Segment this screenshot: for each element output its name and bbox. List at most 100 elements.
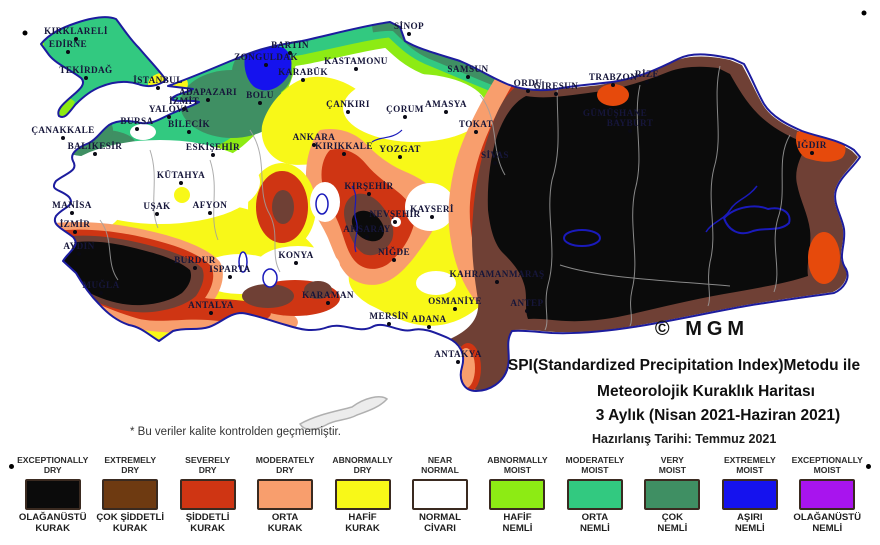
lake-beysehir bbox=[262, 268, 278, 288]
legend-label-en: ABNORMALLY DRY bbox=[332, 455, 393, 475]
city-dot bbox=[493, 161, 497, 165]
city-label: KAYSERİ bbox=[410, 204, 454, 214]
region-white-manisa bbox=[47, 177, 123, 233]
city-label: BİLECİK bbox=[168, 119, 211, 129]
city-label: MANİSA bbox=[52, 200, 92, 210]
city-label: İSTANBUL bbox=[133, 75, 183, 85]
city-label: ANTAKYA bbox=[434, 349, 482, 359]
corner-dot-topright bbox=[861, 10, 867, 16]
city-label: AMASYA bbox=[425, 99, 467, 109]
thrace-outline bbox=[40, 16, 167, 118]
city-dot bbox=[354, 67, 358, 71]
city-label: SİNOP bbox=[394, 21, 424, 31]
city-dot bbox=[258, 101, 262, 105]
city-dot bbox=[387, 322, 391, 326]
city-label: KIRKLARELİ bbox=[44, 26, 108, 36]
legend-item: MODERATELY DRY ORTA KURAK bbox=[246, 452, 323, 545]
legend-swatch bbox=[721, 479, 778, 510]
city-dot bbox=[613, 119, 617, 123]
city-label: UŞAK bbox=[143, 201, 171, 211]
city-dot bbox=[208, 211, 212, 215]
region-black-aksaray bbox=[351, 210, 385, 242]
legend-item: ABNORMALLY MOIST HAFİF NEMLİ bbox=[479, 452, 556, 545]
city-label: ANTEP bbox=[510, 298, 543, 308]
city-label: KONYA bbox=[278, 250, 313, 260]
city-dot bbox=[628, 129, 632, 133]
city-dot bbox=[495, 280, 499, 284]
city-dot bbox=[525, 309, 529, 313]
lake-egirdir bbox=[238, 251, 248, 273]
legend-label-tr: HAFİF KURAK bbox=[345, 512, 380, 535]
lake-van bbox=[722, 205, 791, 235]
city-label: GÜMÜŞHANE bbox=[583, 108, 647, 118]
city-dot bbox=[453, 307, 457, 311]
city-label: TRABZON bbox=[589, 72, 637, 82]
city-label: RİZE bbox=[635, 69, 659, 79]
legend-label-en: MODERATELY MOIST bbox=[565, 455, 625, 475]
legend: EXCEPTIONALLY DRY OLAĞANÜSTÜ KURAK EXTREME… bbox=[0, 452, 880, 545]
city-dot bbox=[526, 89, 530, 93]
city-dot bbox=[99, 291, 103, 295]
legend-swatch bbox=[24, 479, 81, 510]
cyprus-island bbox=[298, 396, 389, 431]
legend-item: EXCEPTIONALLY MOIST OLAĞANÜSTÜ NEMLİ bbox=[789, 452, 866, 545]
city-dot bbox=[810, 151, 814, 155]
city-label: KARAMAN bbox=[302, 290, 354, 300]
city-label: BURDUR bbox=[174, 255, 216, 265]
legend-label-en: EXTREMELY DRY bbox=[104, 455, 157, 475]
city-dot bbox=[456, 360, 460, 364]
legend-label-en: NEAR NORMAL bbox=[421, 455, 459, 475]
legend-swatch bbox=[179, 479, 236, 510]
city-dot bbox=[474, 130, 478, 134]
city-label: AYDIN bbox=[63, 241, 94, 251]
city-dot bbox=[611, 83, 615, 87]
city-label: ORDU bbox=[514, 78, 543, 88]
city-dot bbox=[392, 258, 396, 262]
region-brown-afyon-east bbox=[272, 190, 294, 224]
prepared-date-text: Hazırlanış Tarihi: Temmuz 2021 bbox=[592, 432, 776, 446]
city-label: BARTIN bbox=[271, 40, 309, 50]
city-label: KIRŞEHİR bbox=[344, 181, 393, 191]
city-dot bbox=[346, 110, 350, 114]
city-dot bbox=[403, 115, 407, 119]
city-dot bbox=[466, 75, 470, 79]
lake-hazar bbox=[563, 229, 601, 247]
city-label: ANKARA bbox=[293, 132, 336, 142]
city-label: ADANA bbox=[411, 314, 446, 324]
city-label: TEKİRDAĞ bbox=[59, 65, 112, 75]
city-label: YALOVA bbox=[149, 104, 189, 114]
city-label: YOZGAT bbox=[379, 144, 421, 154]
city-label: ZONGULDAK bbox=[234, 52, 298, 62]
region-brown-karaman-2 bbox=[304, 281, 332, 299]
city-dot bbox=[77, 252, 81, 256]
copyright-text: © MGM bbox=[655, 318, 749, 340]
city-dot bbox=[193, 266, 197, 270]
city-label: ADAPAZARI bbox=[179, 87, 237, 97]
city-label: KÜTAHYA bbox=[157, 170, 205, 180]
city-dot bbox=[398, 155, 402, 159]
city-dot bbox=[294, 261, 298, 265]
city-dot bbox=[61, 136, 65, 140]
region-white-kayseri bbox=[405, 183, 455, 231]
quality-note-text: * Bu veriler kalite kontrolden geçmemişt… bbox=[130, 426, 341, 438]
city-dot bbox=[264, 63, 268, 67]
region-black-east bbox=[487, 66, 811, 322]
city-dot bbox=[66, 50, 70, 54]
city-label: ISPARTA bbox=[209, 264, 250, 274]
city-label: BAYBURT bbox=[607, 118, 654, 128]
legend-swatch bbox=[489, 479, 546, 510]
city-label: KASTAMONU bbox=[324, 56, 388, 66]
city-label: GİRESUN bbox=[534, 81, 579, 91]
city-label: İZMİT bbox=[169, 96, 199, 106]
river-sakarya bbox=[371, 129, 403, 143]
city-dot bbox=[365, 235, 369, 239]
legend-label-tr: OLAĞANÜSTÜ KURAK bbox=[18, 512, 87, 535]
city-labels: KIRKLARELİ EDİRNE TEKİRDAĞ İSTANBUL ZONGULDA… bbox=[31, 21, 826, 364]
legend-end-dot-right bbox=[866, 464, 871, 469]
city-label: ÇANAKKALE bbox=[31, 125, 94, 135]
city-label: SAMSUN bbox=[447, 64, 488, 74]
city-dot bbox=[301, 78, 305, 82]
river-kizilirmak bbox=[351, 185, 358, 253]
city-dot bbox=[74, 37, 78, 41]
city-label: EDİRNE bbox=[49, 39, 87, 49]
